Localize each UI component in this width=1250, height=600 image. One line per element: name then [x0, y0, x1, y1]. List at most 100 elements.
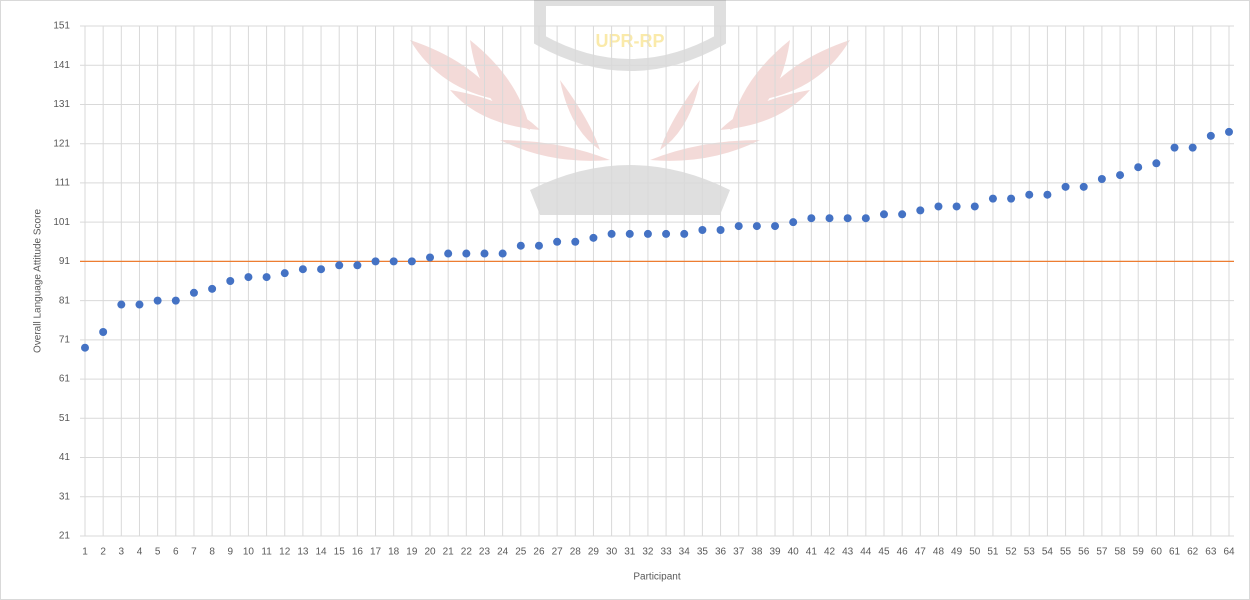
data-point: [1170, 143, 1179, 152]
data-point: [898, 210, 907, 219]
data-point: [879, 210, 888, 219]
x-tick-label: 47: [915, 547, 927, 558]
x-tick-label: 12: [279, 547, 291, 558]
data-point: [789, 218, 798, 227]
data-point: [81, 343, 89, 352]
x-tick-label: 33: [661, 547, 673, 558]
x-tick-label: 23: [479, 547, 491, 558]
data-point: [934, 202, 943, 211]
x-tick-label: 26: [533, 547, 545, 558]
y-tick-label: 111: [55, 178, 71, 189]
x-tick-label: 58: [1114, 547, 1126, 558]
y-tick-label: 81: [59, 295, 71, 306]
data-point: [298, 265, 307, 274]
data-point: [353, 261, 362, 270]
data-point: [625, 229, 634, 238]
x-tick-label: 14: [316, 547, 328, 558]
data-point: [208, 284, 217, 293]
watermark-emblem: [410, 0, 850, 215]
data-point: [607, 229, 616, 238]
data-point: [426, 253, 435, 262]
x-tick-label: 40: [788, 547, 800, 558]
data-point: [807, 214, 816, 223]
data-point: [1097, 175, 1106, 183]
x-tick-label: 5: [155, 547, 161, 558]
y-tick-label: 31: [59, 491, 71, 502]
data-point: [716, 226, 725, 234]
x-tick-label: 50: [969, 547, 981, 558]
data-point: [99, 328, 108, 336]
data-point: [589, 233, 598, 242]
x-tick-label: 29: [588, 547, 600, 558]
data-point: [1152, 159, 1161, 168]
data-point: [389, 257, 398, 266]
data-point: [1206, 131, 1215, 140]
x-tick-label: 13: [297, 547, 309, 558]
x-tick-label: 44: [860, 547, 872, 558]
x-tick-label: 25: [515, 547, 527, 558]
x-tick-label: 46: [897, 547, 909, 558]
x-tick-label: 31: [624, 547, 636, 558]
data-point: [861, 214, 870, 223]
data-point: [262, 273, 271, 282]
data-point: [117, 300, 126, 309]
x-tick-label: 51: [987, 547, 999, 558]
x-tick-label: 6: [173, 547, 179, 558]
y-tick-label: 121: [53, 138, 70, 149]
x-tick-label: 61: [1169, 547, 1181, 558]
x-tick-label: 62: [1187, 547, 1199, 558]
y-tick-label: 91: [59, 256, 71, 267]
x-tick-label: 59: [1133, 547, 1145, 558]
x-tick-label: 49: [951, 547, 963, 558]
data-point: [171, 296, 180, 305]
x-tick-label: 54: [1042, 547, 1054, 558]
x-tick-label: 4: [137, 547, 143, 558]
x-tick-label: 21: [443, 547, 455, 558]
data-point: [534, 241, 543, 250]
x-tick-label: 43: [842, 547, 854, 558]
x-tick-label: 24: [497, 547, 509, 558]
x-tick-label: 20: [424, 547, 436, 558]
x-tick-label: 53: [1024, 547, 1036, 558]
x-tick-label: 17: [370, 547, 382, 558]
x-tick-label: 3: [119, 547, 125, 558]
y-tick-label: 21: [59, 531, 71, 542]
data-point: [698, 226, 707, 234]
data-point: [553, 237, 562, 246]
data-point: [280, 269, 289, 278]
y-tick-label: 61: [59, 374, 71, 385]
y-tick-label: 151: [53, 21, 70, 32]
x-tick-label: 57: [1096, 547, 1108, 558]
x-tick-label: 37: [733, 547, 745, 558]
data-point: [1025, 190, 1034, 199]
data-point: [843, 214, 852, 223]
x-tick-label: 11: [261, 547, 272, 558]
x-tick-label: 55: [1060, 547, 1072, 558]
x-tick-label: 32: [642, 547, 654, 558]
data-point: [662, 229, 671, 238]
data-point: [1079, 182, 1088, 191]
x-tick-label: 2: [100, 547, 106, 558]
x-tick-label: 15: [334, 547, 346, 558]
x-tick-label: 28: [570, 547, 582, 558]
y-tick-label: 41: [59, 452, 71, 463]
data-point: [226, 277, 235, 285]
data-point: [462, 249, 471, 258]
data-point: [1134, 163, 1143, 172]
y-tick-label: 131: [53, 99, 70, 110]
data-point: [244, 273, 253, 282]
data-point: [571, 237, 580, 246]
x-tick-label: 1: [82, 547, 88, 558]
data-point: [1116, 171, 1125, 180]
x-tick-label: 56: [1078, 547, 1090, 558]
x-tick-label: 18: [388, 547, 400, 558]
x-tick-label: 63: [1205, 547, 1217, 558]
x-tick-label: 10: [243, 547, 255, 558]
data-point: [189, 288, 198, 297]
y-tick-label: 101: [53, 217, 70, 228]
data-point: [1043, 190, 1052, 199]
data-point: [825, 214, 834, 223]
data-point: [1061, 182, 1070, 191]
